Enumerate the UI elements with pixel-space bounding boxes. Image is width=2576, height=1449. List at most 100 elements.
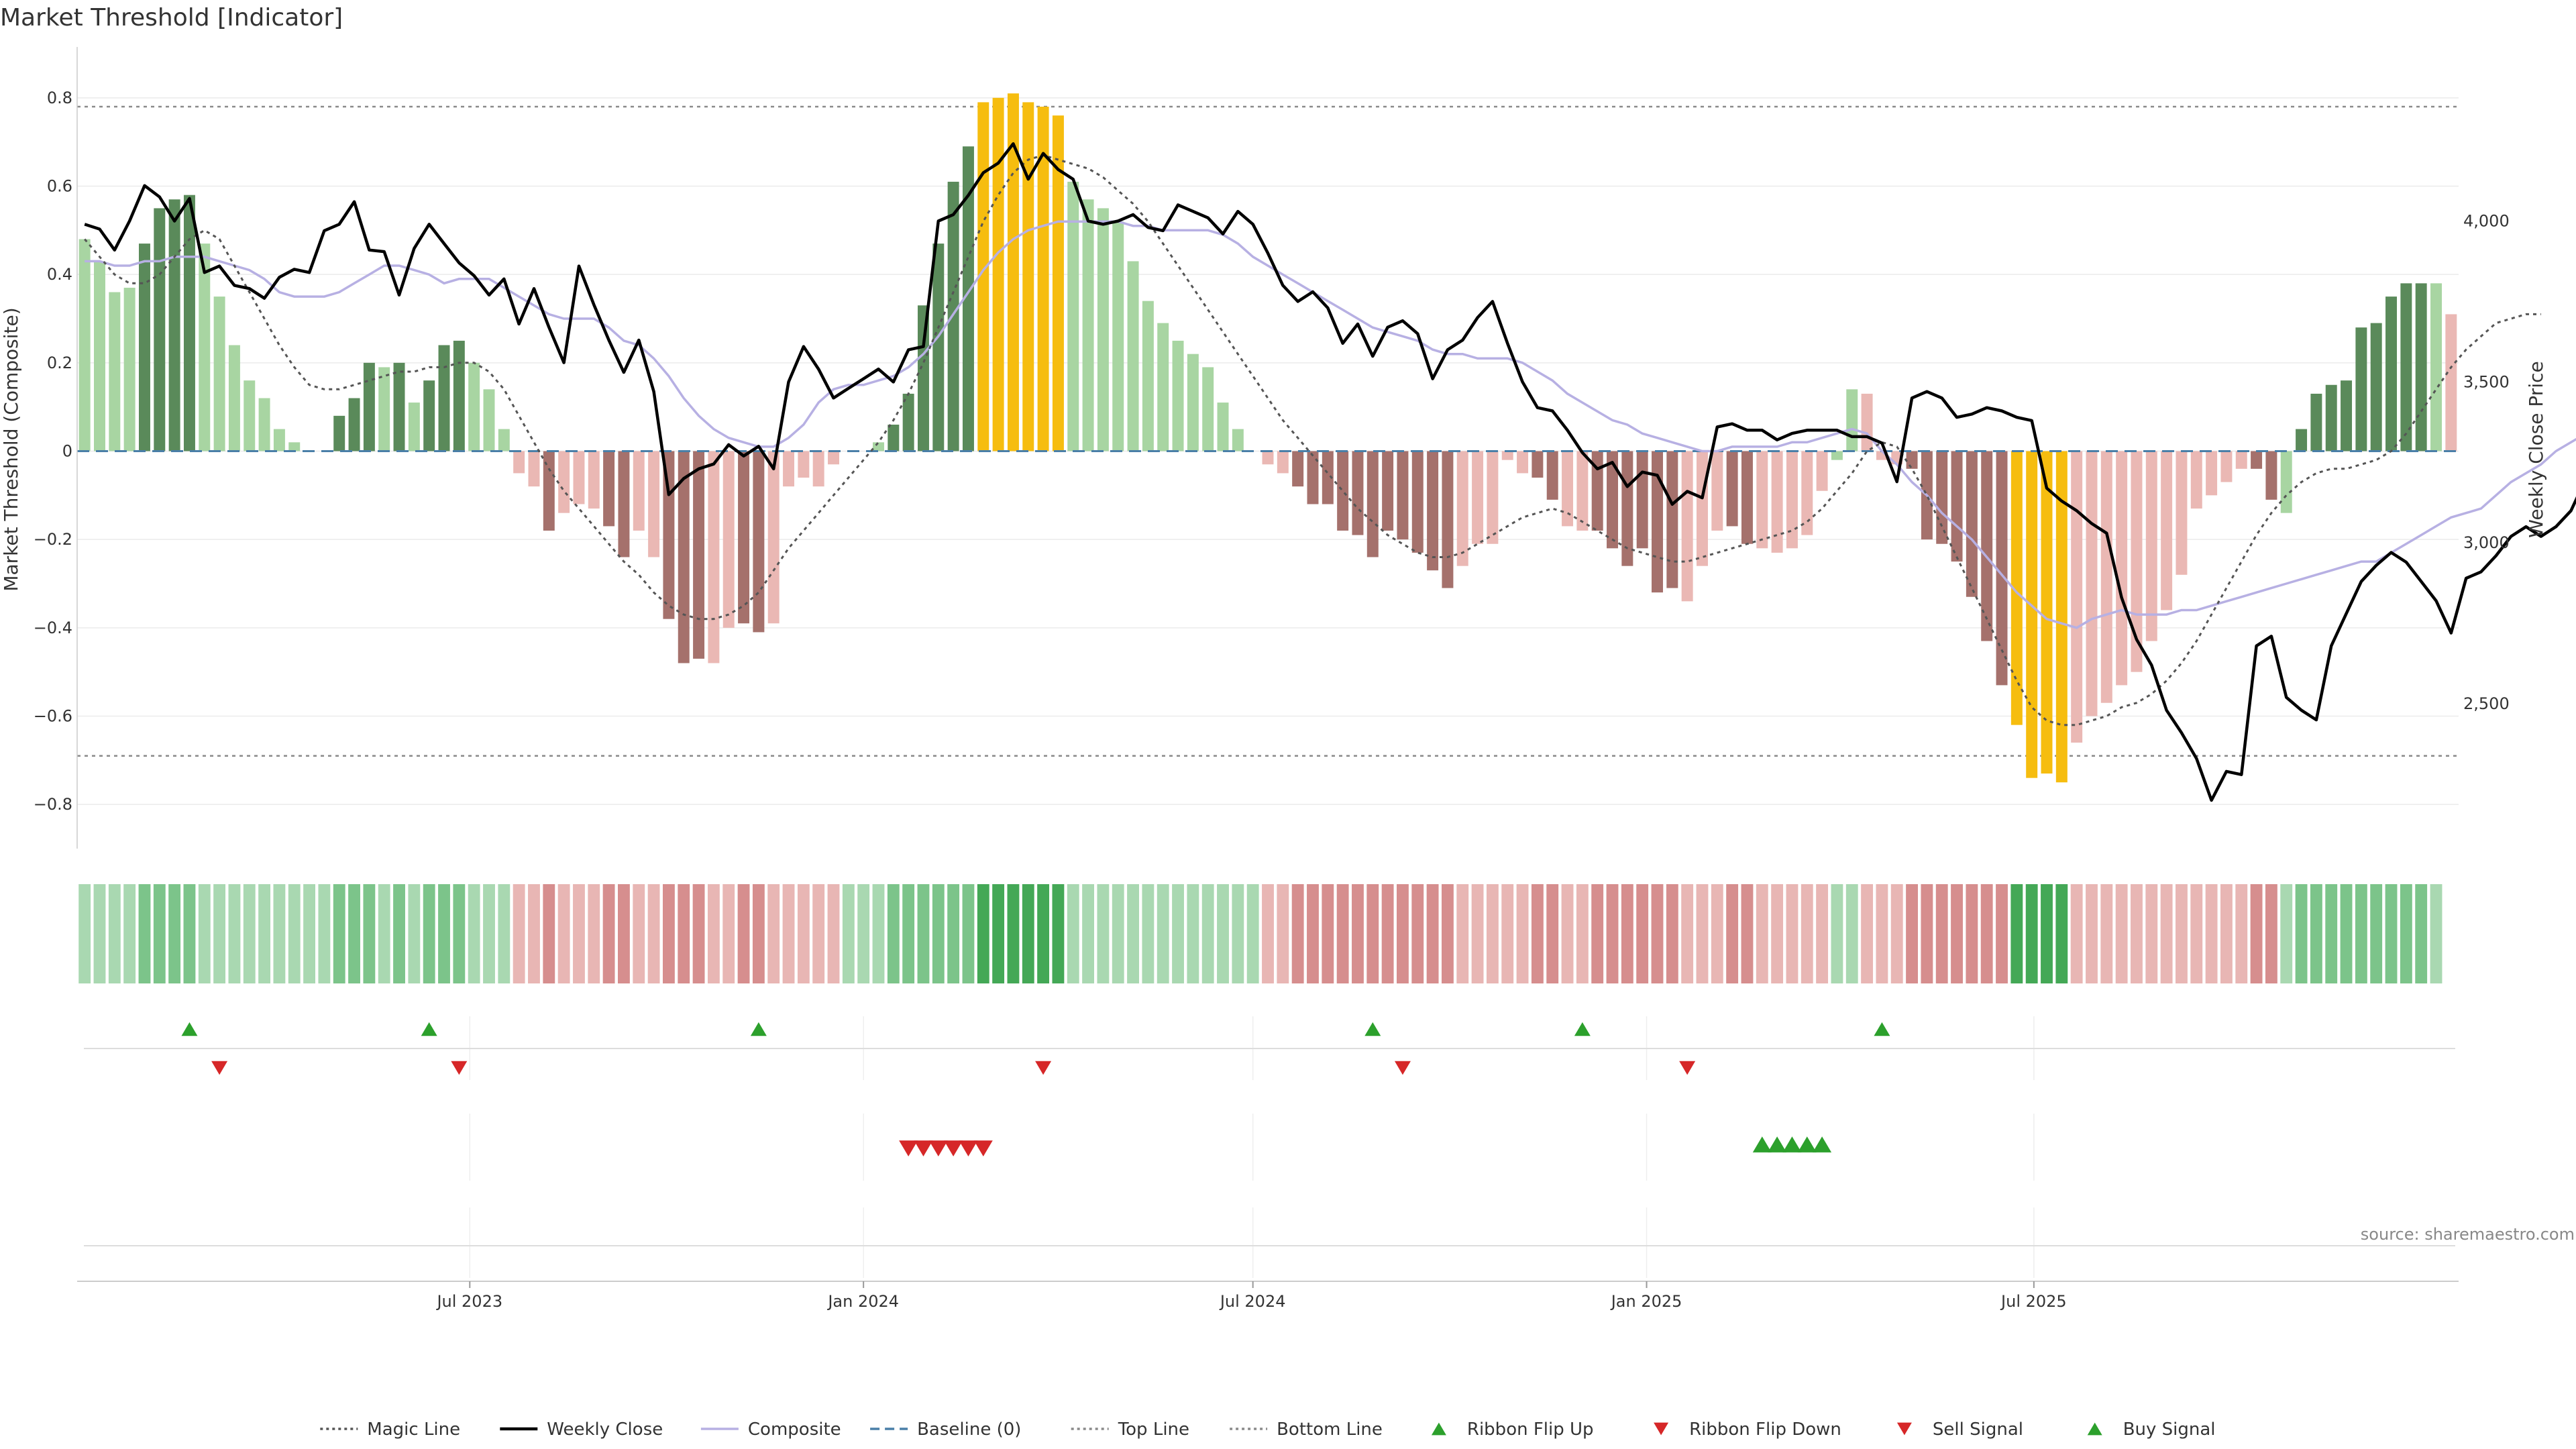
legend-item: Weekly Close bbox=[500, 1419, 663, 1440]
composite-bar bbox=[2235, 451, 2247, 469]
composite-bar bbox=[2296, 429, 2308, 451]
ribbon-cell bbox=[1082, 884, 1095, 983]
composite-bar bbox=[2325, 384, 2337, 451]
composite-bar bbox=[1906, 451, 1918, 469]
triangle-down-icon bbox=[1654, 1422, 1669, 1436]
composite-bar bbox=[1366, 451, 1379, 557]
composite-bar bbox=[2265, 451, 2277, 500]
ribbon-cell bbox=[213, 884, 226, 983]
triangle-down-icon bbox=[1896, 1422, 1912, 1436]
ribbon-cell bbox=[1366, 884, 1379, 983]
ribbon-cell bbox=[1845, 884, 1858, 983]
ribbon-cell bbox=[1741, 884, 1754, 983]
sell-signal-marker bbox=[973, 1140, 993, 1157]
ribbon-cell bbox=[108, 884, 121, 983]
composite-bar bbox=[2100, 451, 2112, 703]
legend-item: Baseline (0) bbox=[870, 1419, 1021, 1440]
ribbon-flip-down-marker bbox=[211, 1061, 228, 1075]
composite-bar bbox=[1517, 451, 1529, 474]
composite-bar bbox=[573, 451, 585, 504]
composite-bar bbox=[199, 244, 211, 451]
ribbon-cell bbox=[1456, 884, 1469, 983]
ribbon-cell bbox=[1621, 884, 1633, 983]
legend-item: Magic Line bbox=[320, 1419, 460, 1440]
composite-bar bbox=[1277, 451, 1289, 474]
composite-bar bbox=[1562, 451, 1574, 527]
left-tick-label: 0 bbox=[62, 442, 72, 461]
composite-bar bbox=[1307, 451, 1319, 504]
ribbon-cell bbox=[678, 884, 690, 983]
ribbon-cell bbox=[1906, 884, 1918, 983]
ribbon-cell bbox=[1142, 884, 1155, 983]
ribbon-cell bbox=[692, 884, 705, 983]
left-tick-label: 0.4 bbox=[47, 265, 72, 284]
legend-item: Ribbon Flip Down bbox=[1654, 1419, 1841, 1440]
ribbon-cell bbox=[2370, 884, 2383, 983]
ribbon-cell bbox=[1262, 884, 1274, 983]
ribbon-cell bbox=[2010, 884, 2023, 983]
left-tick-label: −0.2 bbox=[34, 530, 72, 549]
ribbon-cell bbox=[2325, 884, 2338, 983]
composite-bar bbox=[1666, 451, 1678, 588]
ribbon-cell bbox=[423, 884, 435, 983]
ribbon-cell bbox=[1501, 884, 1514, 983]
x-tick-label: Jan 2025 bbox=[1610, 1292, 1682, 1311]
composite-bar bbox=[1652, 451, 1663, 593]
ribbon-flip-down-marker bbox=[1394, 1061, 1411, 1075]
composite-bar bbox=[1771, 451, 1783, 553]
weekly-close-line bbox=[84, 142, 2576, 802]
ribbon-cell bbox=[1516, 884, 1529, 983]
ribbon-cell bbox=[1246, 884, 1259, 983]
ribbon-cell bbox=[1352, 884, 1364, 983]
ribbon-cell bbox=[2355, 884, 2367, 983]
ribbon-cell bbox=[1307, 884, 1319, 983]
composite-bar bbox=[1951, 451, 1963, 562]
composite-bar bbox=[1127, 261, 1139, 451]
composite-bar bbox=[333, 415, 345, 451]
composite-bar bbox=[1112, 221, 1124, 451]
source-note: source: sharemaestro.com bbox=[2361, 1225, 2575, 1244]
composite-bar bbox=[183, 195, 195, 451]
composite-bar bbox=[483, 389, 495, 451]
ribbon-cell bbox=[752, 884, 765, 983]
left-tick-label: 0.6 bbox=[47, 177, 72, 196]
ribbon-cell bbox=[1007, 884, 1020, 983]
composite-bar bbox=[1262, 451, 1274, 465]
ribbon-cell bbox=[962, 884, 975, 983]
composite-bar bbox=[2131, 451, 2143, 672]
ribbon-cell bbox=[318, 884, 331, 983]
ribbon-cell bbox=[1666, 884, 1678, 983]
ribbon-cell bbox=[303, 884, 315, 983]
composite-bar bbox=[947, 181, 959, 451]
right-axis-label: Weekly Close Price bbox=[2525, 361, 2547, 537]
ribbon-cell bbox=[1531, 884, 1544, 983]
composite-bar bbox=[1532, 451, 1544, 478]
ribbon-cell bbox=[408, 884, 421, 983]
ribbon-cell bbox=[393, 884, 405, 983]
composite-bar bbox=[648, 451, 660, 557]
composite-bar bbox=[1607, 451, 1619, 549]
composite-bar bbox=[94, 261, 105, 451]
ribbon-cell bbox=[812, 884, 825, 983]
composite-bar bbox=[1576, 451, 1589, 531]
ribbon-cell bbox=[363, 884, 376, 983]
composite-bar bbox=[168, 199, 180, 451]
right-tick-label: 3,000 bbox=[2463, 533, 2510, 552]
composite-bar bbox=[2026, 451, 2038, 778]
composite-bar bbox=[2370, 323, 2382, 451]
composite-bar bbox=[2445, 314, 2457, 451]
signal-panel bbox=[84, 1016, 2455, 1278]
composite-bar bbox=[902, 393, 914, 451]
composite-bar bbox=[1202, 367, 1214, 451]
ribbon-cell bbox=[1711, 884, 1723, 983]
ribbon-cell bbox=[1127, 884, 1139, 983]
ribbon-cell bbox=[2160, 884, 2173, 983]
ribbon-cell bbox=[1876, 884, 1888, 983]
ribbon-cell bbox=[1546, 884, 1559, 983]
right-tick-label: 4,000 bbox=[2463, 211, 2510, 230]
composite-bar bbox=[2206, 451, 2218, 496]
ribbon-cell bbox=[1606, 884, 1619, 983]
composite-bar bbox=[693, 451, 705, 659]
composite-bar bbox=[244, 380, 256, 451]
